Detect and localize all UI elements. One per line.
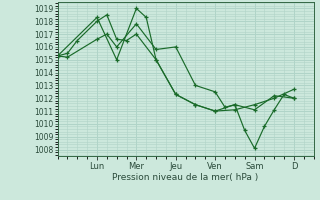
X-axis label: Pression niveau de la mer( hPa ): Pression niveau de la mer( hPa ) [112,173,259,182]
